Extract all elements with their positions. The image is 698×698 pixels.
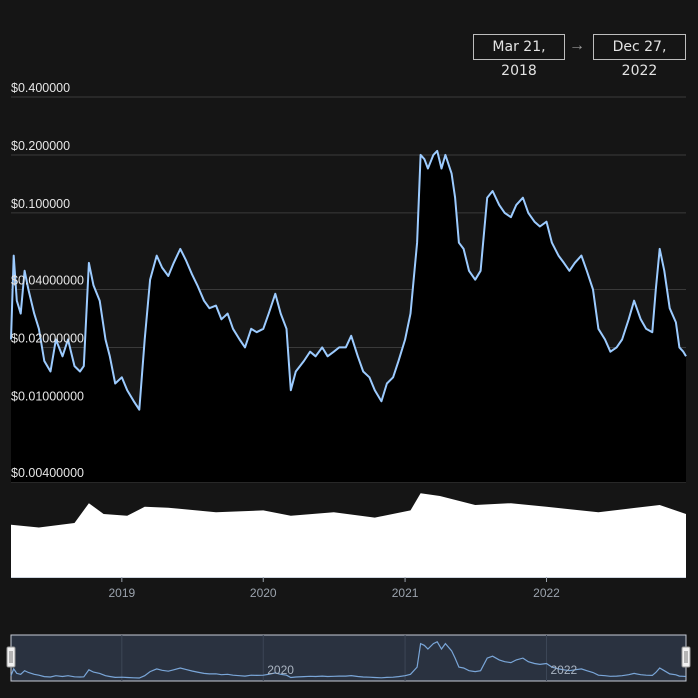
y-tick-label: $0.200000 (11, 139, 70, 153)
navigator-handle-right[interactable] (681, 646, 691, 668)
price-area-fill (11, 150, 686, 482)
y-tick-label: $0.01000000 (11, 389, 84, 403)
price-area (10, 149, 687, 482)
x-tick-label: 2020 (250, 586, 277, 600)
x-tick-label: 2021 (392, 586, 419, 600)
y-tick-label: $0.04000000 (11, 274, 84, 288)
volume-chart (11, 493, 686, 578)
navigator-label: 2020 (267, 663, 294, 677)
x-axis: 2019 2020 2021 2022 (108, 577, 560, 600)
price-line (10, 149, 687, 411)
navigator-window[interactable] (10, 634, 687, 682)
volume-area (11, 493, 686, 577)
y-tick-label: $0.400000 (11, 81, 70, 95)
navigator-line (10, 641, 687, 679)
navigator[interactable]: 2020 2022 (6, 634, 691, 682)
range-start-input[interactable]: Mar 21, 2018 (473, 34, 565, 79)
range-arrow-icon: → (569, 37, 585, 54)
range-end-input[interactable]: Dec 27, 2022 (593, 34, 686, 79)
x-tick-label: 2022 (533, 586, 560, 600)
y-tick-label: $0.100000 (11, 197, 70, 211)
navigator-handle-left[interactable] (6, 646, 16, 668)
navigator-label: 2022 (551, 663, 578, 677)
y-tick-label: $0.00400000 (11, 466, 84, 480)
y-tick-label: $0.02000000 (11, 331, 84, 345)
y-axis: $0.400000 $0.200000 $0.100000 $0.04000000 $0… (11, 81, 84, 480)
x-tick-label: 2019 (108, 586, 135, 600)
